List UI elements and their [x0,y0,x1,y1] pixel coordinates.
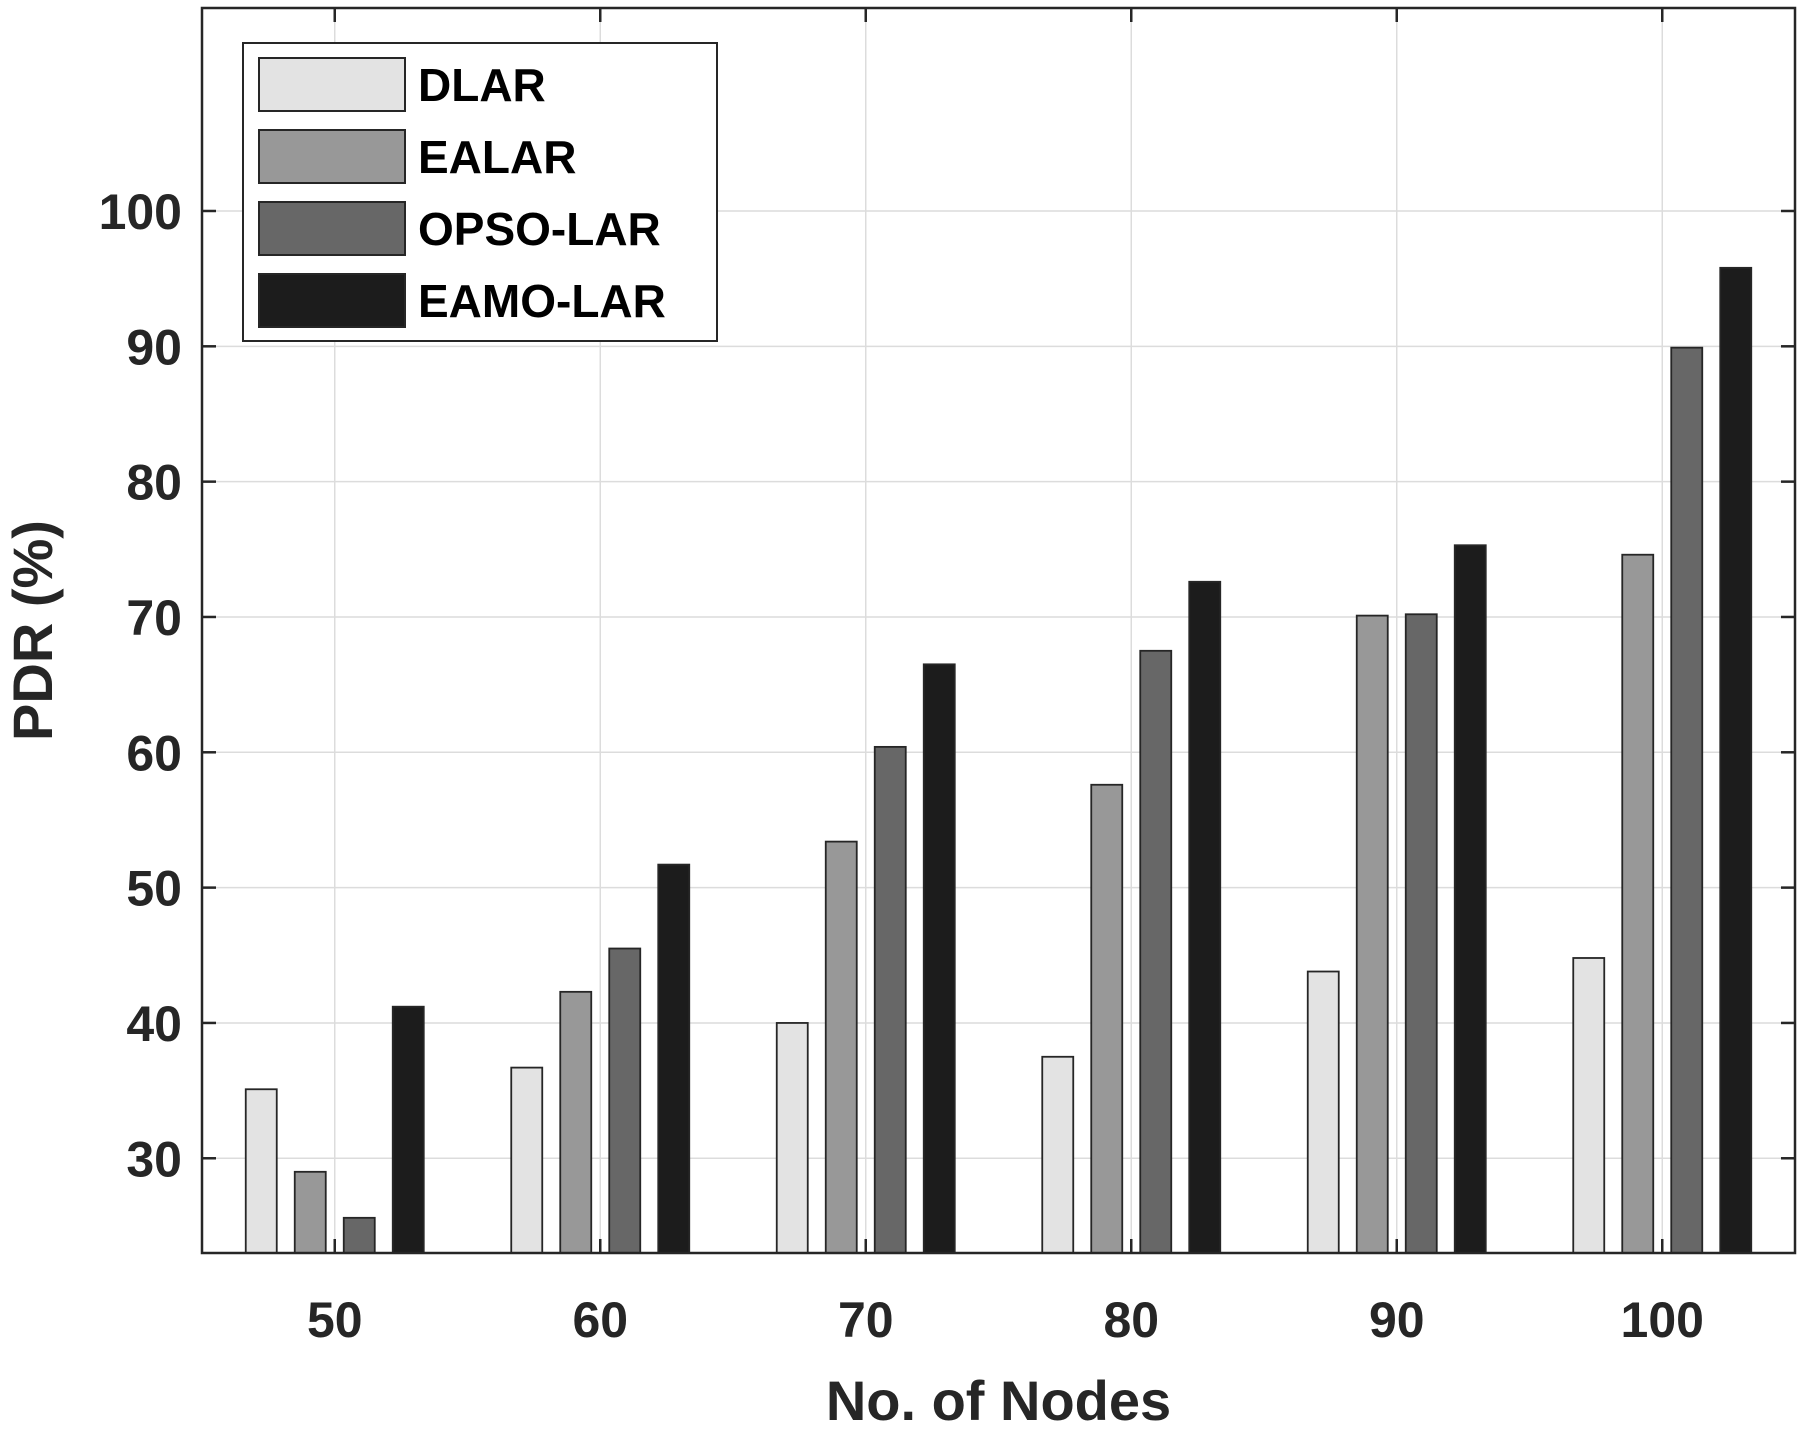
y-tick-label: 50 [126,861,182,917]
bar-ealar-80 [1090,783,1124,1254]
bar-eamo-lar-80 [1188,580,1222,1254]
bar-dlar-100 [1572,957,1606,1254]
bar-ealar-100 [1621,553,1655,1254]
legend-label-opso-lar: OPSO-LAR [418,203,661,255]
y-tick-label: 30 [126,1131,182,1187]
bar-opso-lar-80 [1139,649,1173,1254]
bar-dlar-60 [510,1066,544,1254]
legend-swatch-opso-lar [258,201,406,256]
y-tick-label: 90 [126,319,182,375]
bar-ealar-60 [559,990,593,1254]
bar-eamo-lar-70 [922,663,956,1254]
bar-opso-lar-100 [1670,346,1704,1254]
x-axis-title: No. of Nodes [826,1369,1171,1430]
legend-label-ealar: EALAR [418,131,576,183]
bar-opso-lar-90 [1404,613,1438,1254]
x-tick-label: 50 [307,1292,363,1348]
legend-label-eamo-lar: EAMO-LAR [418,275,666,327]
bar-eamo-lar-100 [1719,266,1753,1254]
x-tick-label: 70 [838,1292,894,1348]
y-tick-label: 40 [126,996,182,1052]
legend-swatch-ealar [258,129,406,184]
y-tick-label: 80 [126,455,182,511]
bar-dlar-50 [244,1088,278,1254]
bar-opso-lar-60 [608,947,642,1254]
bars [244,266,1753,1254]
bar-eamo-lar-90 [1453,544,1487,1254]
bar-opso-lar-50 [342,1216,376,1254]
bar-dlar-70 [775,1022,809,1254]
x-tick-label: 100 [1621,1292,1704,1348]
y-axis-title: PDR (%) [1,520,64,741]
x-tick-label: 90 [1369,1292,1425,1348]
y-tick-label: 70 [126,590,182,646]
legend-swatch-eamo-lar [258,273,406,328]
y-tick-label: 60 [126,725,182,781]
bar-dlar-80 [1041,1055,1075,1254]
y-tick-label: 100 [99,184,182,240]
bar-ealar-70 [824,840,858,1254]
bar-ealar-90 [1355,614,1389,1254]
axis-ticks [202,8,1795,1253]
legend: DLAR EALAR OPSO-LAR EAMO-LAR [242,42,718,342]
tick-labels: 30 40 50 60 70 80 90 100 50 60 70 80 90 100 [99,184,1704,1348]
x-tick-label: 60 [572,1292,628,1348]
legend-label-dlar: DLAR [418,59,546,111]
legend-swatch-dlar [258,57,406,112]
x-tick-label: 80 [1103,1292,1159,1348]
bar-eamo-lar-50 [391,1005,425,1254]
bar-opso-lar-70 [873,745,907,1254]
bar-dlar-90 [1306,970,1340,1254]
bar-ealar-50 [293,1170,327,1254]
plot-frame [200,6,1797,1255]
bar-eamo-lar-60 [657,863,691,1254]
